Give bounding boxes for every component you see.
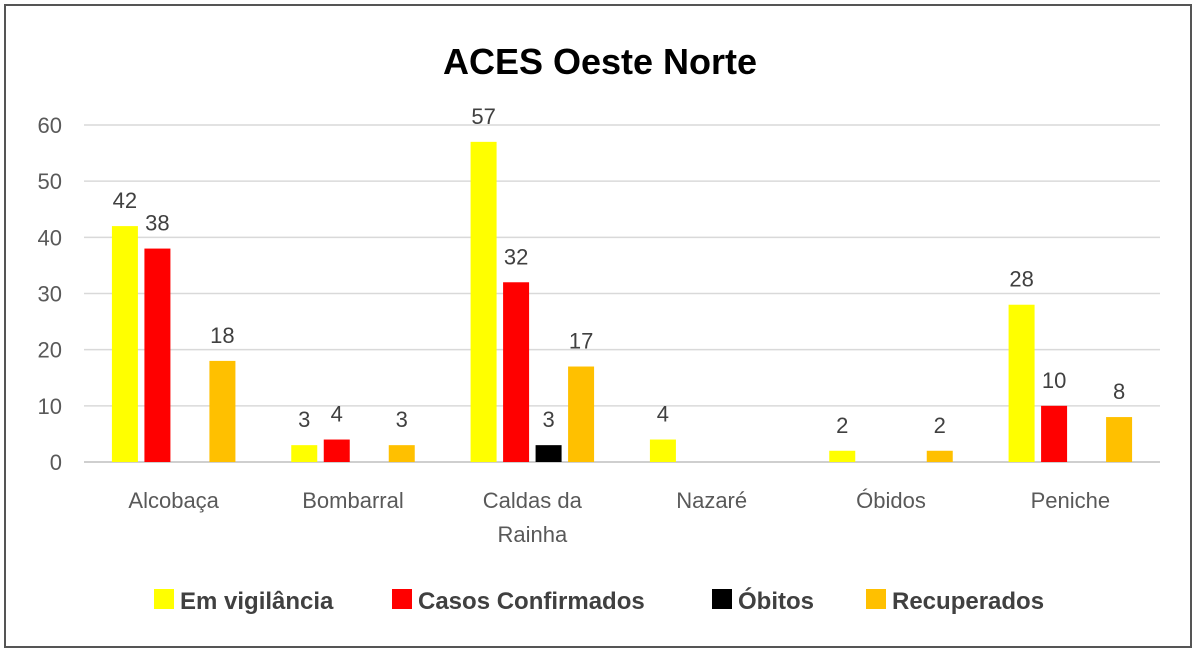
legend-label: Casos Confirmados [418,588,645,615]
x-tick-label: Óbidos [856,488,926,513]
bar [388,445,415,462]
data-label: 8 [1113,379,1125,404]
y-tick-label: 10 [38,394,62,419]
y-tick-label: 50 [38,169,62,194]
x-tick-label: Alcobaça [128,488,219,513]
bar [1008,304,1035,462]
bar [829,450,856,462]
data-label: 28 [1009,267,1033,292]
bar [568,366,595,462]
data-label: 42 [113,188,137,213]
legend-swatch [392,589,412,609]
legend-label: Óbitos [738,587,814,615]
data-label: 2 [836,413,848,438]
bar [649,439,676,462]
bar [535,445,562,462]
y-tick-label: 30 [38,282,62,307]
bar [144,248,171,462]
data-label: 4 [331,402,343,427]
data-label: 17 [569,329,593,354]
bar [470,141,497,462]
data-label: 18 [210,323,234,348]
gridlines [84,124,1160,463]
data-label: 3 [298,407,310,432]
data-label: 4 [657,402,669,427]
data-label: 3 [396,407,408,432]
chart-title: ACES Oeste Norte [443,41,757,82]
data-label: 32 [504,244,528,269]
y-tick-label: 20 [38,338,62,363]
x-tick-label: Bombarral [302,488,403,513]
bar [1041,405,1068,462]
bars [111,141,1133,462]
x-tick-label: Nazaré [676,488,747,513]
legend-swatch [866,589,886,609]
data-label: 57 [471,104,495,129]
legend-label: Em vigilância [180,588,334,615]
legend-label: Recuperados [892,588,1044,615]
bar [111,226,138,462]
bar [209,360,236,462]
chart-frame [4,4,1192,648]
y-axis-ticks: 0 10 20 30 40 50 60 [38,113,62,475]
y-tick-label: 40 [38,225,62,250]
x-axis-ticks: Alcobaça Bombarral Caldas da Rainha Nazaré Ób… [128,488,1110,547]
bar [291,445,318,462]
data-label: 10 [1042,368,1066,393]
bar [503,282,530,462]
legend-swatch [712,589,732,609]
y-tick-label: 0 [50,450,62,475]
bar [926,450,953,462]
legend: Em vigilância Casos Confirmados Óbitos Recu… [154,587,1044,615]
y-tick-label: 60 [38,113,62,138]
legend-swatch [154,589,174,609]
bar [1106,417,1133,462]
x-tick-label: Rainha [497,522,567,547]
data-label: 2 [934,413,946,438]
data-label: 38 [145,211,169,236]
data-label: 3 [542,407,554,432]
x-tick-label: Peniche [1031,488,1111,513]
x-tick-label: Caldas da [483,488,583,513]
bar [323,439,350,462]
